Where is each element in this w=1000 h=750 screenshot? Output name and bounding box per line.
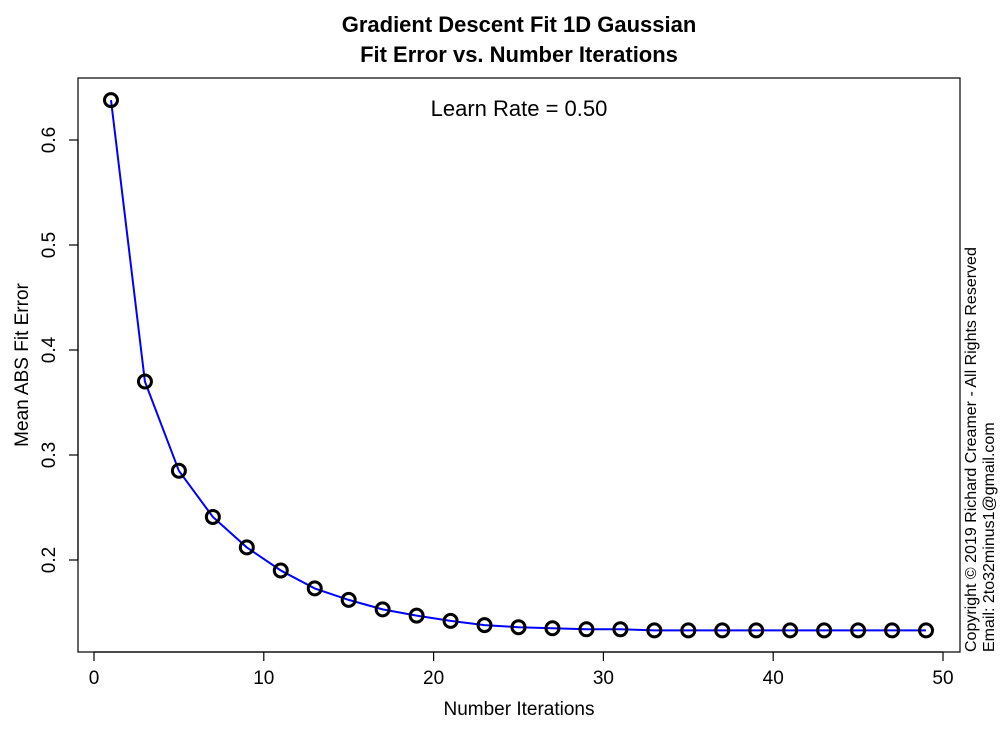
y-axis-label: Mean ABS Fit Error [12,283,33,447]
x-tick-label: 30 [593,668,614,689]
x-tick-label: 50 [932,668,953,689]
data-point [170,462,187,479]
data-point [136,373,153,390]
data-point [204,508,221,525]
series-group [102,92,935,639]
y-tick-label: 0.3 [39,442,60,468]
chart-title: Gradient Descent Fit 1D Gaussian [342,12,697,37]
copyright-email: Email: 2to32minus1@gmail.com [981,422,998,652]
y-tick-label: 0.4 [39,336,60,363]
data-point [748,622,765,639]
data-point [544,620,561,637]
data-point [306,580,323,597]
y-tick-label: 0.5 [39,232,60,258]
chart-subtitle: Fit Error vs. Number Iterations [360,42,678,67]
series-line [110,99,926,632]
data-point [884,622,901,639]
data-point [442,612,459,629]
x-axis-label: Number Iterations [443,699,594,720]
y-tick-label: 0.6 [39,127,60,153]
data-point [374,601,391,618]
copyright-line: Copyright © 2019 Richard Creamer - All R… [963,247,980,652]
data-point [612,621,629,638]
y-axis: 0.2 0.3 0.4 0.5 0.6 [39,127,79,573]
data-point [816,622,833,639]
data-point [272,562,289,579]
data-point [578,621,595,638]
data-point [646,622,663,639]
x-tick-label: 40 [763,668,784,689]
y-tick-label: 0.2 [39,547,60,573]
data-point [850,622,867,639]
data-point [238,539,255,556]
data-point [510,619,527,636]
data-point [782,622,799,639]
x-tick-label: 10 [253,668,274,689]
plot-frame [77,77,961,653]
data-point [680,622,697,639]
data-point [408,607,425,624]
x-axis: 0 10 20 30 40 50 [89,651,954,689]
data-point [714,622,731,639]
x-tick-label: 20 [423,668,444,689]
data-point [102,92,119,109]
data-point [340,591,357,608]
learn-rate-annotation: Learn Rate = 0.50 [431,96,608,121]
data-point [918,622,935,639]
x-tick-label: 0 [89,668,100,689]
data-point [476,617,493,634]
